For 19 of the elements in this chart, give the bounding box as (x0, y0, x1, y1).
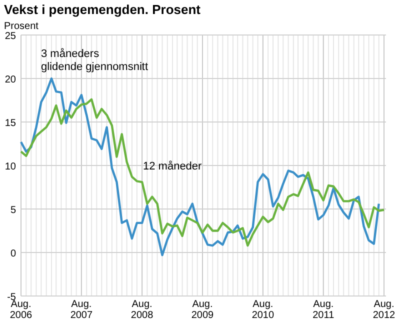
y-tick-label: 10 (4, 162, 16, 172)
series-label: 3 måneders glidende gjennomsnitt (41, 48, 148, 73)
y-tick-label: 5 (10, 205, 16, 216)
y-tick-label: 0 (10, 248, 16, 260)
chart-title: Vekst i pengemengden. Prosent (4, 2, 202, 17)
y-axis-title: Prosent (4, 21, 39, 32)
x-tick-label: Aug. 2009 (191, 299, 214, 320)
x-tick-label: Aug. 2007 (70, 299, 94, 320)
line-series (20, 98, 386, 247)
y-tick-label: 25 (4, 31, 16, 42)
y-tick-label: 15 (4, 118, 16, 129)
series-label: 12 måneder (143, 160, 202, 172)
line-series (20, 77, 380, 256)
y-tick-label: 20 (4, 74, 16, 86)
x-tick-label: Aug. 2006 (10, 299, 33, 320)
x-tick-label: Aug. 2012 (372, 299, 396, 320)
x-tick-label: Aug. 2010 (252, 299, 275, 320)
x-tick-label: Aug. 2011 (312, 299, 335, 320)
x-tick-label: Aug. 2008 (130, 299, 154, 320)
